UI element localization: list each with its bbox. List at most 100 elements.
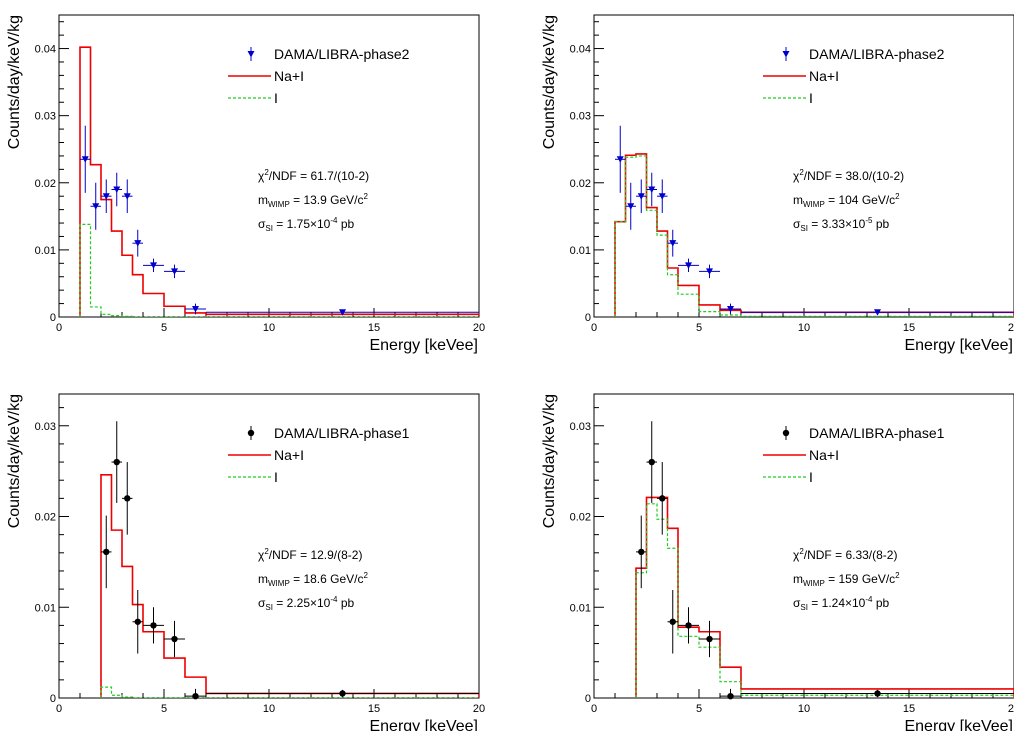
marker-triangle bbox=[616, 156, 624, 163]
marker-triangle bbox=[658, 193, 666, 200]
marker-triangle bbox=[92, 203, 100, 210]
data-point bbox=[143, 258, 164, 273]
data-point bbox=[122, 462, 133, 535]
plot-frame bbox=[593, 393, 1014, 699]
x-tick-label: 15 bbox=[368, 703, 380, 715]
cross-section-label: σSI = 3.33×10-5 pb bbox=[793, 216, 889, 233]
x-tick-label: 0 bbox=[56, 322, 62, 334]
marker-circle bbox=[192, 692, 199, 700]
data-point bbox=[111, 172, 122, 207]
panel-3: 0 5 10 15 20 0.01 0.02 0.03 0 Energy [keVee] Count… bbox=[6, 393, 485, 731]
panel-1: 0 5 10 15 20 0.01 0.02 0.03 0.04 0 Energy [keVee] C… bbox=[6, 14, 485, 354]
data-point bbox=[699, 264, 720, 279]
legend: DAMA/LIBRA-phase1 Na+I I bbox=[228, 425, 410, 485]
legend-label-na-i: Na+I bbox=[274, 447, 304, 463]
plot-frame bbox=[58, 14, 480, 318]
marker-triangle bbox=[637, 193, 645, 200]
y-tick-label: 0.02 bbox=[35, 512, 56, 524]
x-tick-label: 5 bbox=[161, 703, 167, 715]
marker-triangle bbox=[685, 262, 692, 269]
marker-circle bbox=[669, 618, 676, 625]
data-point bbox=[720, 688, 741, 700]
mass-label: mWIMP = 18.6 GeV/c2 bbox=[258, 571, 369, 588]
y-tick-label: 0.04 bbox=[570, 44, 591, 56]
marker-triangle bbox=[113, 186, 121, 193]
y-tick-label: 0 bbox=[50, 693, 56, 705]
marker-circle bbox=[134, 618, 141, 625]
chi2-label: χ2/NDF = 6.33/(8-2) bbox=[793, 547, 897, 562]
x-tick-label: 15 bbox=[903, 322, 915, 334]
x-tick-label: 15 bbox=[368, 322, 380, 334]
y-axis-title: Counts/day/keV/kg bbox=[6, 394, 23, 528]
fit-annotation: χ2/NDF = 12.9/(8-2) mWIMP = 18.6 GeV/c2 σS… bbox=[258, 547, 369, 612]
y-tick-label: 0.01 bbox=[570, 245, 591, 257]
data-point bbox=[185, 688, 206, 700]
data-point bbox=[122, 179, 133, 213]
y-tick-label: 0 bbox=[585, 693, 591, 705]
data-point bbox=[720, 303, 741, 315]
legend: DAMA/LIBRA-phase2 Na+I I bbox=[763, 46, 945, 106]
marker-circle bbox=[124, 495, 131, 502]
x-axis-title: Energy [keVee] bbox=[369, 718, 478, 731]
data-point bbox=[132, 229, 143, 257]
legend-label-na-i: Na+I bbox=[274, 68, 304, 84]
legend-label-na-i: Na+I bbox=[809, 68, 839, 84]
chi2-label: χ2/NDF = 12.9/(8-2) bbox=[258, 547, 362, 562]
legend-label-i: I bbox=[809, 469, 813, 485]
x-tick-label: 10 bbox=[263, 322, 275, 334]
data-point bbox=[678, 258, 699, 273]
x-tick-label: 0 bbox=[591, 322, 597, 334]
marker-circle bbox=[339, 690, 346, 697]
data-point bbox=[699, 620, 720, 658]
y-tick-label: 0 bbox=[585, 312, 591, 324]
marker-circle bbox=[706, 635, 713, 643]
data-point bbox=[206, 689, 479, 698]
y-tick-label: 0.03 bbox=[570, 111, 591, 123]
panel-4: 0 5 10 15 20 0.01 0.02 0.03 0 Energy [keVee] Count… bbox=[541, 393, 1014, 731]
data-point bbox=[667, 229, 678, 257]
cross-section-label: σSI = 1.24×10-4 pb bbox=[793, 595, 889, 612]
marker-circle bbox=[685, 622, 692, 629]
fit-annotation: χ2/NDF = 38.0/(10-2) mWIMP = 104 GeV/c2 σS… bbox=[793, 168, 904, 233]
y-tick-label: 0.03 bbox=[35, 111, 56, 123]
legend: DAMA/LIBRA-phase2 Na+I I bbox=[228, 46, 410, 106]
data-point bbox=[80, 125, 91, 193]
data-point bbox=[164, 264, 185, 279]
x-axis-title: Energy [keVee] bbox=[904, 337, 1013, 354]
x-tick-label: 5 bbox=[696, 703, 702, 715]
data-point bbox=[206, 309, 479, 316]
marker-triangle bbox=[727, 305, 734, 313]
x-tick-label: 10 bbox=[263, 703, 275, 715]
data-point bbox=[101, 515, 112, 589]
y-axis-title: Counts/day/keV/kg bbox=[541, 394, 558, 528]
data-point bbox=[646, 421, 657, 503]
marker-circle bbox=[727, 692, 734, 700]
x-tick-label: 10 bbox=[798, 703, 810, 715]
legend-marker-circle bbox=[247, 429, 255, 437]
y-tick-label: 0.02 bbox=[35, 178, 56, 190]
marker-circle bbox=[171, 635, 178, 643]
y-tick-label: 0.04 bbox=[35, 44, 56, 56]
marker-triangle bbox=[150, 262, 157, 269]
data-point bbox=[132, 590, 143, 654]
data-point bbox=[101, 179, 112, 213]
marker-triangle bbox=[339, 309, 346, 316]
legend-label-i: I bbox=[274, 469, 278, 485]
histogram-na-i bbox=[100, 473, 479, 698]
chi2-label: χ2/NDF = 61.7/(10-2) bbox=[258, 168, 369, 183]
marker-triangle bbox=[874, 309, 881, 316]
data-point bbox=[185, 303, 206, 315]
x-tick-label: 20 bbox=[1008, 703, 1014, 715]
marker-triangle bbox=[706, 268, 713, 275]
data-point bbox=[741, 309, 1014, 316]
data-point bbox=[741, 689, 1014, 698]
legend-marker-triangle bbox=[782, 51, 790, 58]
marker-triangle bbox=[669, 240, 677, 247]
marker-triangle bbox=[102, 193, 110, 200]
data-point bbox=[657, 462, 668, 535]
legend-label-data: DAMA/LIBRA-phase1 bbox=[809, 425, 945, 441]
data-point bbox=[657, 179, 668, 213]
data-point bbox=[111, 421, 122, 503]
data-point bbox=[636, 515, 647, 589]
cross-section-label: σSI = 2.25×10-4 pb bbox=[258, 595, 354, 612]
